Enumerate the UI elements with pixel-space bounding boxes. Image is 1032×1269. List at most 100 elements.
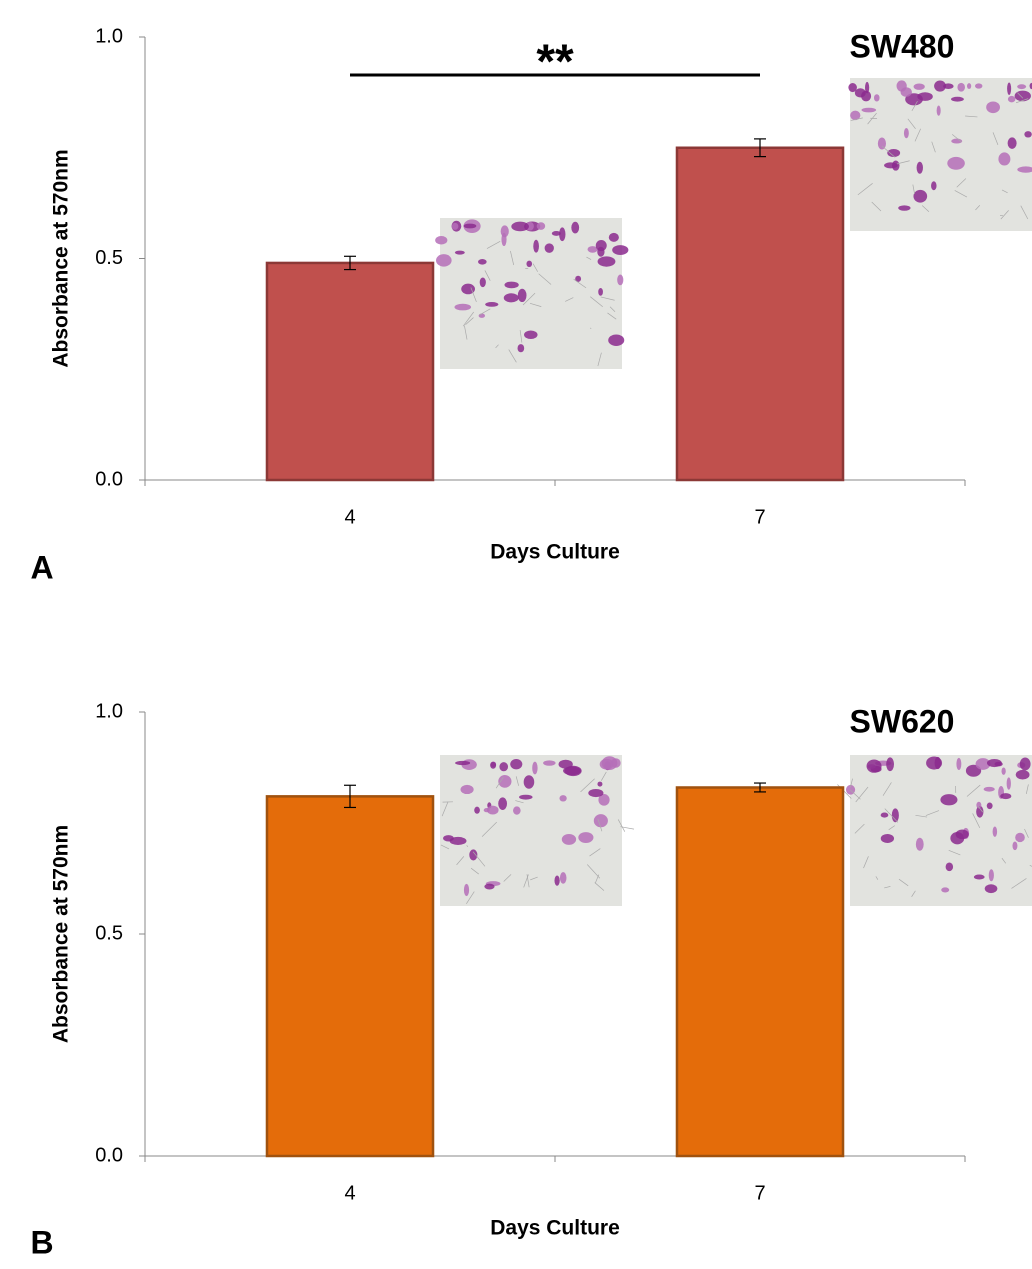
stained-cell — [532, 761, 538, 775]
stained-cell — [975, 758, 991, 770]
bar — [675, 786, 845, 1158]
fiber — [912, 184, 915, 195]
fiber — [565, 297, 574, 302]
fiber — [462, 311, 474, 327]
stained-cell — [503, 293, 519, 303]
fiber — [857, 183, 873, 196]
fiber — [620, 826, 635, 830]
stained-cell — [599, 758, 614, 770]
stained-cell — [469, 849, 478, 861]
fiber — [440, 844, 450, 850]
fiber — [526, 874, 530, 888]
stained-cell — [884, 162, 898, 169]
y-tick-label: 0.0 — [95, 468, 123, 490]
error-bar — [344, 784, 356, 809]
fiber — [1011, 878, 1027, 889]
fiber — [522, 292, 536, 306]
stained-cell — [436, 254, 452, 267]
fiber — [573, 278, 587, 289]
stained-cell — [519, 794, 533, 800]
fiber — [515, 776, 519, 786]
y-tick-label: 1.0 — [95, 25, 123, 47]
stained-cell — [463, 883, 470, 897]
stained-cell — [559, 227, 566, 242]
stained-cell — [608, 232, 619, 242]
stained-cell — [1015, 769, 1030, 780]
fiber — [915, 814, 928, 818]
fiber — [882, 782, 892, 796]
stained-cell — [916, 161, 923, 174]
x-tick-label: 4 — [344, 506, 355, 528]
fiber — [597, 352, 602, 367]
fiber — [597, 818, 603, 832]
fiber — [456, 856, 465, 866]
stained-cell — [880, 812, 889, 818]
stained-cell — [478, 259, 487, 265]
stained-cell — [957, 82, 965, 92]
stained-cell — [865, 81, 870, 94]
stained-cell — [597, 256, 616, 267]
y-axis-title: Absorbance at 570nm — [50, 149, 73, 367]
stained-cell — [947, 156, 965, 170]
fiber — [921, 205, 930, 212]
stained-cell — [934, 80, 946, 92]
stained-cell — [543, 760, 556, 766]
fiber — [466, 845, 469, 847]
stained-cell — [940, 794, 958, 806]
x-axis-title: Days Culture — [490, 541, 620, 564]
stained-cell — [941, 887, 950, 893]
panel-title: SW480 — [850, 28, 955, 64]
error-bar — [344, 255, 356, 271]
fiber — [972, 813, 981, 828]
fiber — [594, 882, 605, 891]
stained-cell — [1012, 841, 1018, 851]
fiber — [1001, 857, 1007, 864]
stained-cell — [612, 245, 629, 255]
stained-cell — [597, 781, 603, 787]
stained-cell — [558, 759, 573, 769]
stained-cell — [974, 83, 983, 89]
y-tick-label: 0.5 — [95, 247, 123, 269]
fiber — [854, 823, 865, 834]
stained-cell — [544, 243, 554, 253]
stained-cell — [536, 222, 546, 230]
fiber — [441, 801, 449, 817]
fiber — [867, 112, 877, 125]
fiber — [586, 864, 601, 879]
stained-cell — [551, 231, 561, 236]
fiber — [607, 312, 617, 320]
fiber — [472, 851, 486, 867]
stained-cell — [561, 833, 577, 845]
stained-cell — [517, 344, 525, 353]
x-axis-title: Days Culture — [490, 1217, 620, 1240]
error-bar — [754, 138, 766, 158]
fiber — [464, 325, 468, 340]
stained-cell — [1029, 82, 1032, 90]
stained-cell — [463, 223, 477, 229]
stained-cell — [559, 795, 567, 802]
stained-cell — [898, 205, 911, 211]
fiber — [495, 777, 504, 789]
x-tick-label: 7 — [754, 506, 765, 528]
fiber — [850, 778, 853, 788]
bar — [675, 146, 845, 482]
fiber — [954, 190, 968, 198]
stained-cell — [1019, 757, 1031, 771]
significance-label: ** — [536, 36, 574, 89]
stained-cell — [1006, 777, 1011, 790]
stained-cell — [850, 110, 861, 121]
stained-cell — [986, 101, 1000, 114]
stained-cell — [992, 826, 998, 837]
stained-cell — [571, 221, 580, 234]
stained-cell — [956, 757, 962, 771]
fiber — [896, 160, 910, 165]
fiber — [515, 800, 524, 804]
stained-cell — [1001, 767, 1006, 775]
fiber — [907, 118, 916, 130]
fiber — [849, 789, 861, 800]
stained-cell — [854, 88, 866, 98]
fiber — [1000, 210, 1009, 220]
fiber — [600, 771, 607, 781]
stained-cell — [913, 83, 925, 90]
stained-cell — [984, 884, 998, 894]
